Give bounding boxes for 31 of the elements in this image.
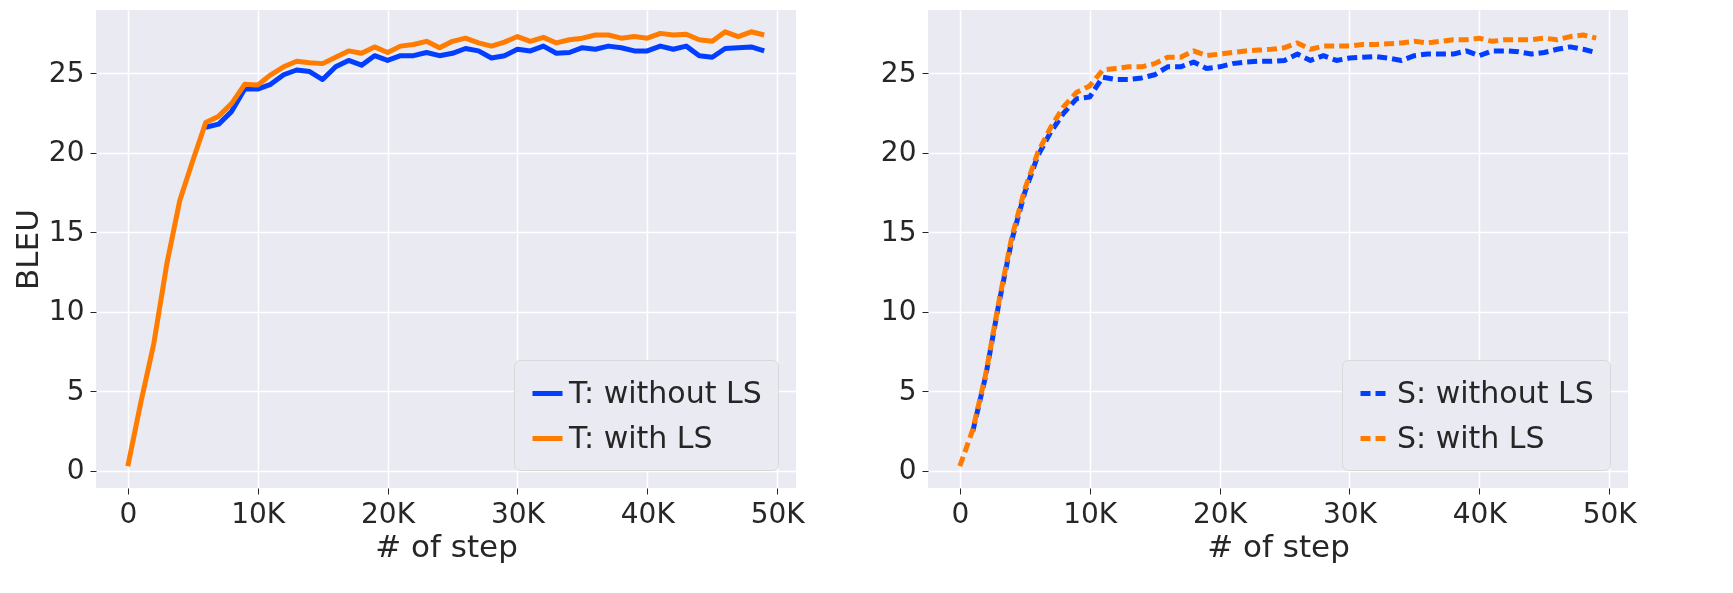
- x-axis-title: # of step: [1207, 527, 1350, 564]
- y-axis-title: BLEU: [8, 209, 45, 290]
- y-tick-label: 10: [48, 294, 85, 328]
- x-tick-label: 50K: [1582, 496, 1638, 530]
- x-tick-label: 20K: [361, 496, 416, 530]
- x-tick-label: 20K: [1193, 496, 1248, 530]
- x-tick-label: 0: [119, 496, 138, 530]
- x-axis-title: # of step: [375, 527, 518, 564]
- x-tick-label: 10K: [231, 496, 286, 530]
- y-tick-label: 5: [66, 373, 85, 407]
- legend-label: S: with LS: [1397, 419, 1545, 455]
- y-tick-label: 5: [898, 373, 917, 407]
- y-tick-label: 15: [48, 214, 85, 248]
- x-tick-label: 10K: [1063, 496, 1118, 530]
- legend-label: S: without LS: [1397, 374, 1594, 410]
- y-tick-label: 25: [48, 55, 85, 89]
- x-tick-label: 40K: [620, 496, 676, 530]
- x-tick-label: 0: [951, 496, 970, 530]
- y-tick-label: 25: [880, 55, 917, 89]
- x-tick-label: 50K: [750, 496, 806, 530]
- y-tick-label: 0: [66, 453, 85, 487]
- legend-label: T: without LS: [568, 374, 762, 410]
- x-tick-label: 30K: [1322, 496, 1378, 530]
- y-tick-label: 10: [880, 294, 917, 328]
- y-tick-label: 20: [48, 135, 85, 169]
- y-tick-label: 20: [880, 135, 917, 169]
- x-tick-label: 40K: [1452, 496, 1508, 530]
- y-tick-label: 15: [880, 214, 917, 248]
- legend-label: T: with LS: [568, 419, 713, 455]
- y-tick-label: 0: [898, 453, 917, 487]
- x-tick-label: 30K: [490, 496, 546, 530]
